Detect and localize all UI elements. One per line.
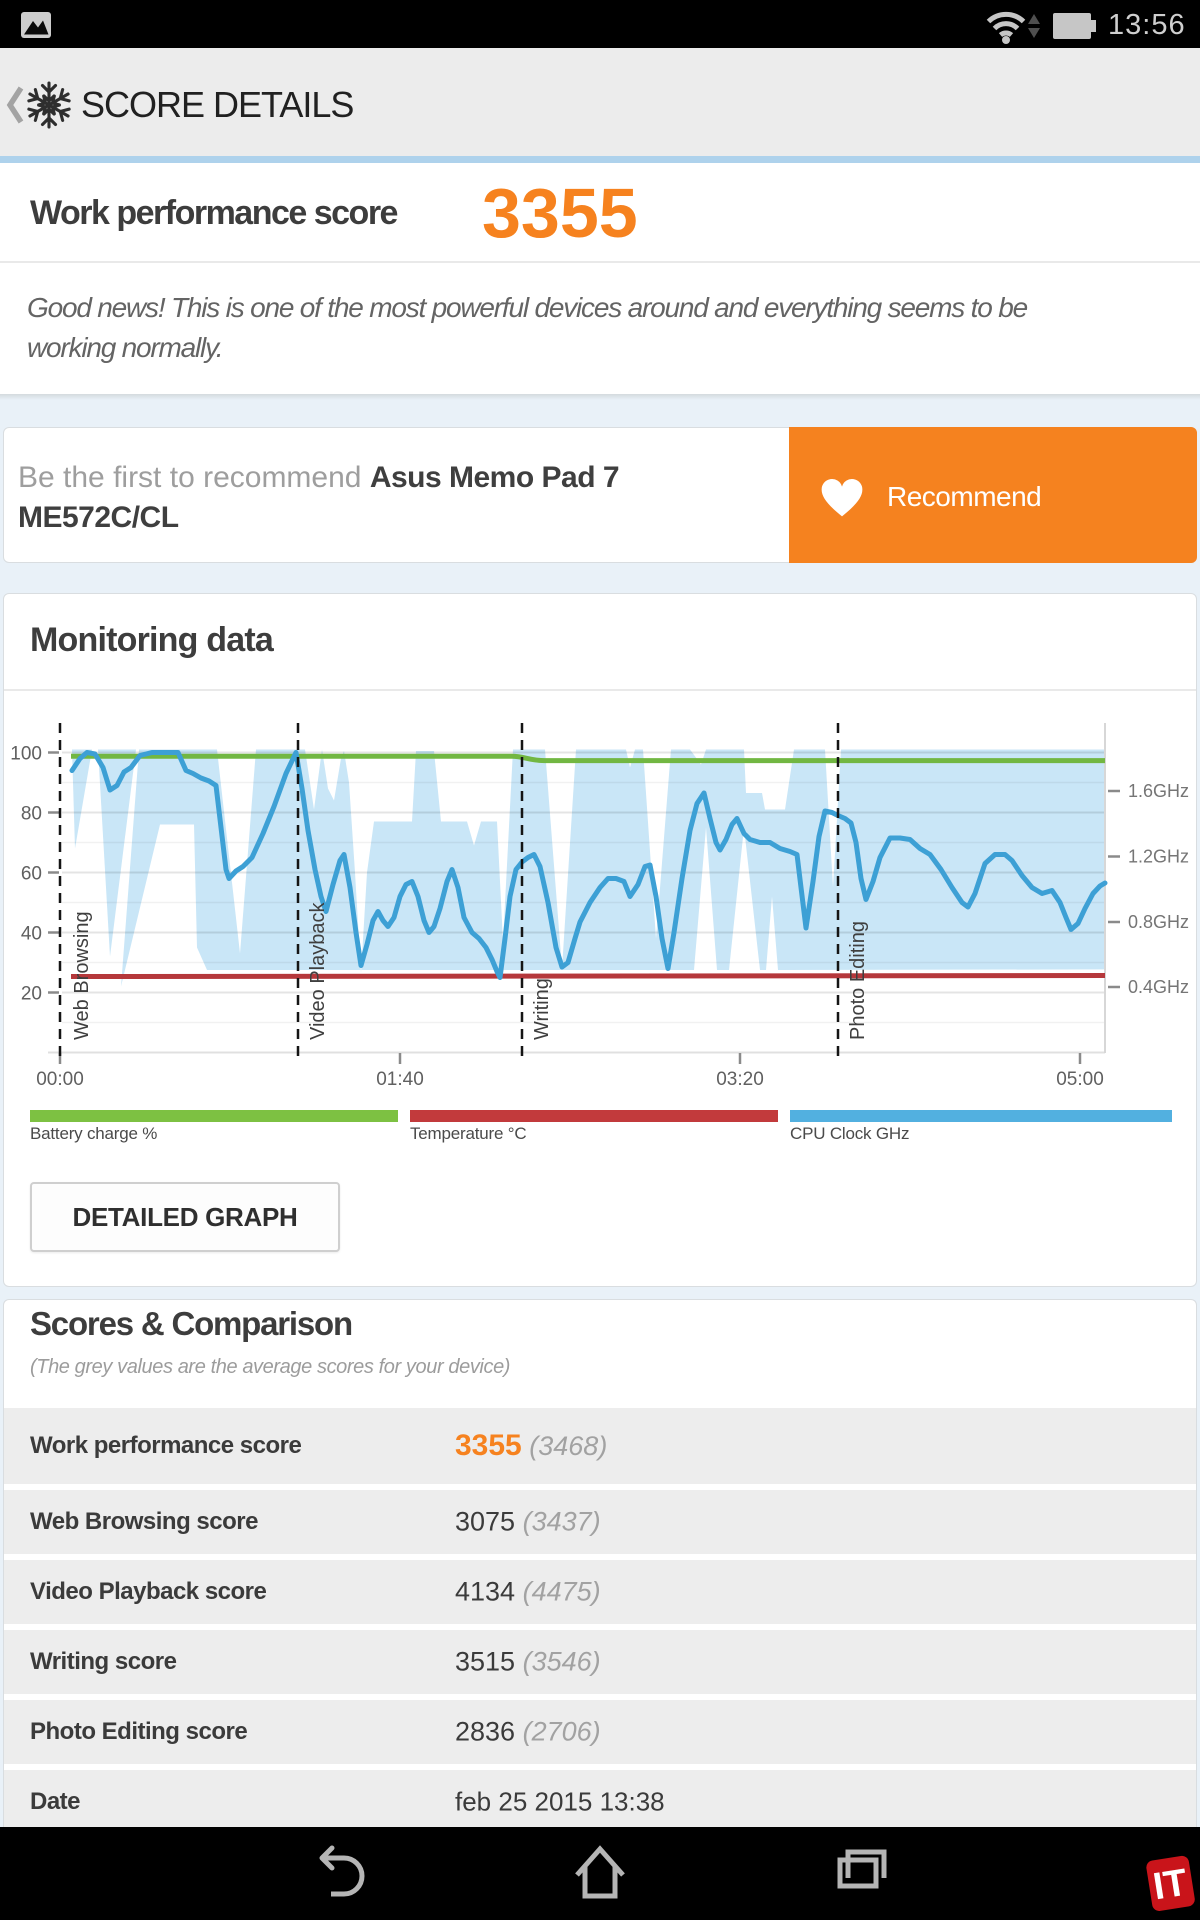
- svg-text:05:00: 05:00: [1056, 1069, 1104, 1090]
- svg-text:60: 60: [21, 864, 42, 885]
- svg-text:03:20: 03:20: [716, 1069, 764, 1090]
- svg-text:0.4GHz: 0.4GHz: [1128, 977, 1189, 997]
- svg-text:00:00: 00:00: [36, 1069, 84, 1090]
- svg-text:IT: IT: [1150, 1862, 1190, 1909]
- svg-text:Writing: Writing: [531, 978, 553, 1040]
- svg-text:Video Playback: Video Playback: [307, 902, 329, 1041]
- svg-text:40: 40: [21, 924, 42, 945]
- svg-text:01:40: 01:40: [376, 1069, 424, 1090]
- svg-text:1.6GHz: 1.6GHz: [1128, 781, 1189, 801]
- svg-text:80: 80: [21, 804, 42, 825]
- svg-text:0.8GHz: 0.8GHz: [1128, 912, 1189, 932]
- svg-text:Photo Editing: Photo Editing: [847, 921, 869, 1040]
- svg-text:100: 100: [10, 744, 42, 765]
- svg-text:1.2GHz: 1.2GHz: [1128, 847, 1189, 867]
- svg-text:Web Browsing: Web Browsing: [71, 911, 93, 1040]
- svg-text:20: 20: [21, 984, 42, 1005]
